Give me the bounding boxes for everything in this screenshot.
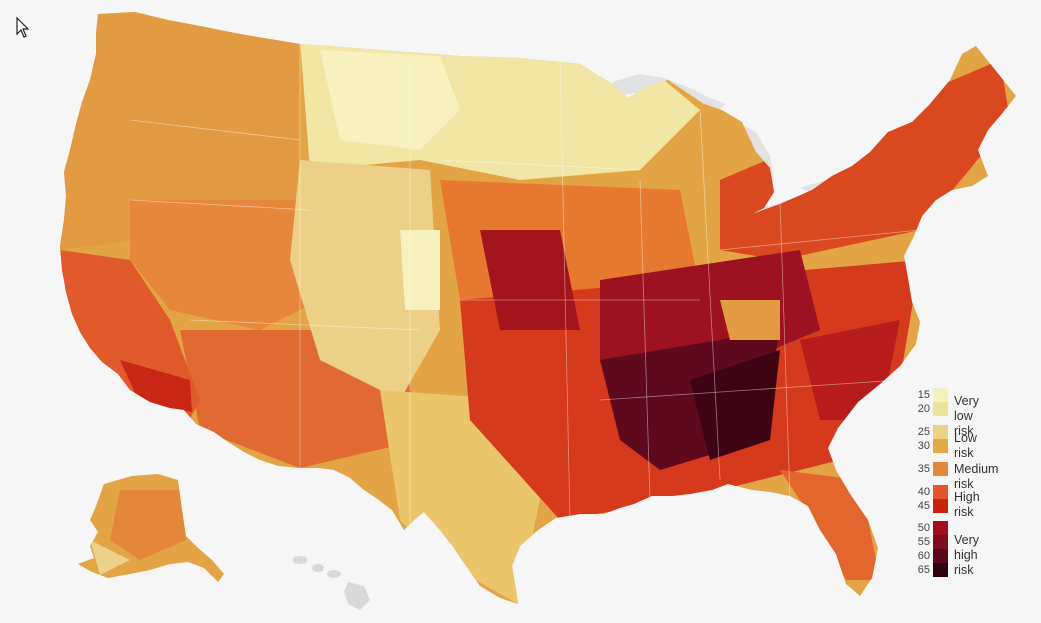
legend-swatch — [933, 535, 948, 549]
legend-values: 35 — [912, 462, 930, 476]
legend-value: 20 — [917, 403, 930, 415]
hawaii-islands — [293, 556, 370, 610]
legend-swatches — [933, 485, 948, 513]
region-missouri-dark — [480, 230, 580, 330]
legend-value: 50 — [917, 522, 930, 534]
region-appalachia-core — [690, 350, 780, 460]
state-borders — [129, 40, 921, 540]
legend-label: High risk — [954, 490, 980, 519]
legend-label-very-high: Very high risk — [954, 533, 979, 578]
region-central-plains — [290, 160, 440, 400]
legend-swatch — [933, 521, 948, 535]
legend-swatch — [933, 563, 948, 577]
region-great-basin — [130, 200, 320, 330]
legend-value: 25 — [917, 426, 930, 438]
legend-swatches — [933, 388, 948, 416]
legend-value: 40 — [917, 486, 930, 498]
region-northeast — [720, 60, 1010, 260]
legend-value: 55 — [917, 536, 930, 548]
legend-label-line: high risk — [954, 548, 978, 577]
legend-value: 60 — [917, 550, 930, 562]
region-pacific-northwest — [60, 12, 300, 250]
legend-values: 15 20 — [912, 388, 930, 416]
legend-values: 50 55 60 65 — [912, 521, 930, 577]
legend-value: 30 — [917, 440, 930, 452]
legend-swatches — [933, 425, 948, 453]
legend-values: 40 45 — [912, 485, 930, 513]
region-florida — [780, 470, 880, 580]
legend-value: 35 — [917, 463, 930, 475]
mouse-cursor-icon — [16, 17, 30, 38]
region-west-virginia-lighter — [720, 300, 780, 340]
legend-value: 65 — [917, 564, 930, 576]
alaska — [78, 474, 224, 582]
legend-label-line: Very — [954, 533, 980, 547]
region-very-low-core — [320, 50, 460, 150]
legend-swatch — [933, 485, 948, 499]
legend-swatch — [933, 388, 948, 402]
legend-label: Low risk — [954, 431, 977, 460]
legend-value: 45 — [917, 500, 930, 512]
legend-swatch — [933, 549, 948, 563]
legend-label: Medium risk — [954, 462, 999, 491]
legend-label: Very low risk — [954, 394, 980, 438]
legend-value: 15 — [917, 389, 930, 401]
legend-swatches — [933, 462, 948, 476]
legend-swatch — [933, 425, 948, 439]
legend-values: 25 30 — [912, 425, 930, 453]
legend-swatch — [933, 462, 948, 476]
legend-swatch — [933, 402, 948, 416]
legend-swatch — [933, 499, 948, 513]
legend-swatches — [933, 521, 948, 577]
region-plains-strip — [400, 230, 440, 310]
legend-swatch — [933, 439, 948, 453]
